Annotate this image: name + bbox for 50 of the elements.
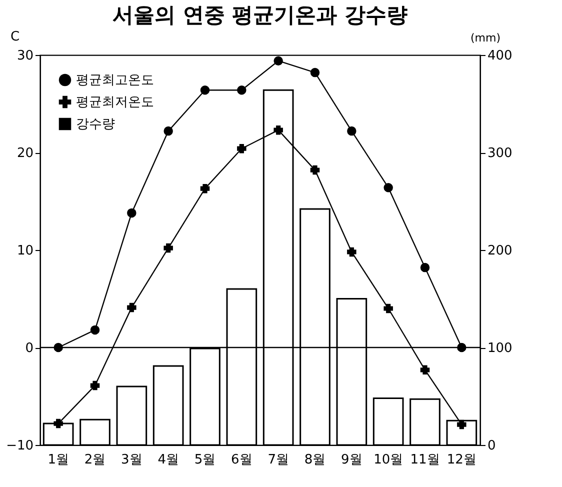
point xyxy=(310,68,320,78)
point xyxy=(127,208,136,218)
point xyxy=(347,247,356,257)
point xyxy=(200,184,210,194)
x-tick-label: 9월 xyxy=(341,452,362,468)
point xyxy=(274,125,283,135)
y2-tick-label: 100 xyxy=(488,341,512,356)
y2-axis-title: (mm) xyxy=(470,32,500,44)
y-tick-label: 20 xyxy=(16,146,34,161)
x-tick-label: 2월 xyxy=(84,452,106,468)
x-tick-label: 11월 xyxy=(410,452,440,468)
point xyxy=(90,380,100,390)
point xyxy=(90,325,100,335)
point xyxy=(420,262,430,272)
point xyxy=(237,85,246,95)
y2-tick-label: 200 xyxy=(488,244,512,258)
point xyxy=(54,418,63,428)
x-tick-label: 6월 xyxy=(231,452,252,468)
point xyxy=(164,126,173,136)
point xyxy=(200,85,210,95)
x-tick-label: 7월 xyxy=(268,452,289,468)
legend-label: 평균최저온도 xyxy=(76,95,154,110)
point xyxy=(457,420,466,430)
x-tick-label: 12월 xyxy=(446,452,476,468)
point xyxy=(384,304,393,314)
point xyxy=(274,56,283,66)
y2-tick-label: 0 xyxy=(488,438,496,454)
y-tick-label: −10 xyxy=(6,438,34,454)
x-tick-label: 8월 xyxy=(304,452,326,468)
y-tick-label: 10 xyxy=(16,244,34,258)
x-tick-label: 1월 xyxy=(48,452,69,468)
y2-tick-label: 400 xyxy=(488,48,512,64)
x-tick-label: 5월 xyxy=(194,452,216,468)
x-tick-label: 10월 xyxy=(374,452,404,468)
x-tick-label: 4월 xyxy=(158,452,179,468)
point xyxy=(164,243,173,253)
point xyxy=(127,302,136,312)
point xyxy=(384,182,393,192)
point xyxy=(237,144,246,154)
legend-label: 강수량 xyxy=(76,117,115,132)
point xyxy=(347,126,356,136)
point xyxy=(310,165,320,175)
y2-tick-label: 300 xyxy=(488,146,512,161)
legend-label: 평균최고온도 xyxy=(76,73,154,88)
point xyxy=(420,365,430,375)
chart-title: 서울의 연중 평균기온과 강수량 xyxy=(112,3,408,27)
y-tick-label: 0 xyxy=(25,341,34,356)
y-axis-title: C xyxy=(10,30,20,44)
y-tick-label: 30 xyxy=(16,48,34,64)
x-tick-label: 3월 xyxy=(121,452,142,468)
